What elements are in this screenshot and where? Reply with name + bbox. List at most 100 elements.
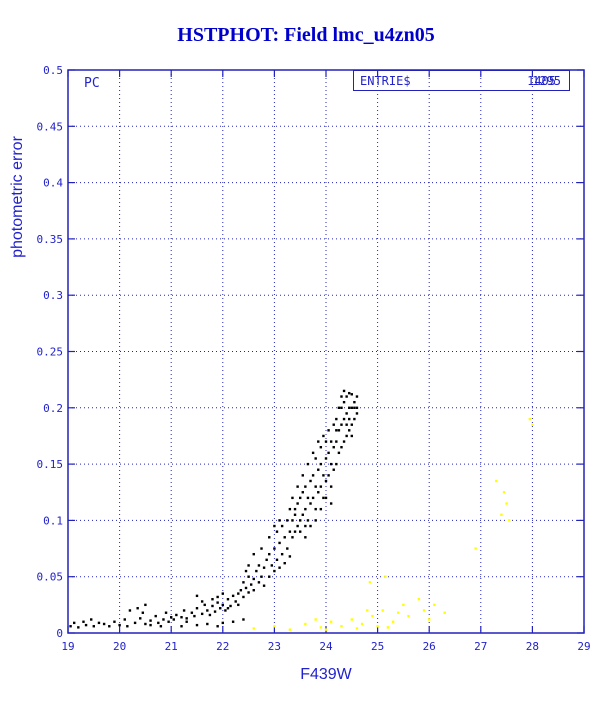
data-point <box>175 613 178 617</box>
data-point <box>211 598 214 601</box>
data-point <box>342 440 346 443</box>
data-point <box>102 622 106 626</box>
data-point <box>304 524 307 528</box>
data-point <box>428 618 431 621</box>
data-point <box>340 446 343 449</box>
data-point <box>293 507 297 511</box>
y-tick-label: 0.45 <box>37 120 64 133</box>
data-point <box>278 541 281 545</box>
data-point <box>278 566 281 569</box>
data-point <box>335 429 338 432</box>
data-point <box>332 423 335 426</box>
data-point <box>340 406 343 409</box>
data-point <box>182 609 186 612</box>
data-point <box>92 625 95 628</box>
data-point <box>345 434 348 438</box>
data-point <box>154 614 157 618</box>
data-point <box>286 519 289 522</box>
data-point <box>304 536 307 539</box>
data-point <box>505 502 508 505</box>
data-point <box>293 513 297 516</box>
data-point <box>90 618 93 621</box>
data-point <box>268 575 271 578</box>
data-point <box>291 536 294 539</box>
x-tick-label: 29 <box>577 640 590 653</box>
data-point <box>306 519 310 522</box>
data-point <box>252 577 255 581</box>
data-point <box>319 446 323 449</box>
detector-label: PC <box>84 76 100 91</box>
data-point <box>324 479 328 483</box>
data-point <box>306 462 310 466</box>
data-point <box>82 620 85 623</box>
data-point <box>433 603 436 607</box>
data-point <box>84 623 88 627</box>
data-point <box>265 558 268 562</box>
data-point <box>237 592 240 595</box>
data-point <box>309 524 312 528</box>
data-point <box>324 440 328 443</box>
data-point <box>329 462 333 466</box>
data-point <box>77 626 80 629</box>
data-point <box>195 594 199 598</box>
y-tick-label: 0.3 <box>43 289 63 302</box>
data-point <box>195 623 199 627</box>
data-point <box>348 391 351 395</box>
data-point <box>231 594 235 598</box>
data-point <box>355 395 359 398</box>
data-point <box>531 423 534 426</box>
data-point <box>118 623 121 627</box>
data-point <box>417 598 421 601</box>
data-point <box>314 507 317 511</box>
data-point <box>247 591 250 594</box>
data-point <box>340 625 343 628</box>
data-point <box>322 434 325 438</box>
data-point <box>335 417 338 421</box>
x-tick-label: 26 <box>423 640 436 653</box>
data-point <box>239 589 243 592</box>
x-tick-label: 23 <box>268 640 281 653</box>
data-point <box>296 485 299 488</box>
x-tick-label: 27 <box>474 640 487 653</box>
data-point <box>350 423 353 426</box>
data-point <box>329 620 333 623</box>
entries-count-primary: 1295 <box>532 74 561 88</box>
data-point <box>350 393 353 396</box>
data-point <box>291 496 294 500</box>
data-point <box>270 564 274 567</box>
data-point <box>345 395 348 398</box>
data-point <box>381 609 384 612</box>
data-point <box>304 622 307 626</box>
data-point <box>252 627 255 630</box>
data-point <box>348 406 351 409</box>
data-point <box>144 603 147 607</box>
data-point <box>314 485 317 488</box>
data-point <box>221 592 224 595</box>
data-point <box>384 575 387 578</box>
y-tick-label: 0.25 <box>37 346 64 359</box>
data-point <box>348 417 351 421</box>
data-point <box>97 621 101 625</box>
data-point <box>474 547 477 550</box>
data-point <box>350 406 353 409</box>
data-point <box>170 616 173 619</box>
entries-label: ENTRIE$ <box>360 74 411 88</box>
data-point <box>443 611 446 614</box>
data-point <box>317 440 320 443</box>
data-point <box>397 611 400 614</box>
data-point <box>136 607 139 610</box>
data-point <box>213 610 217 613</box>
x-tick-label: 19 <box>61 640 74 653</box>
data-point <box>123 618 126 621</box>
data-point <box>72 621 76 625</box>
data-point <box>185 617 188 620</box>
data-point <box>355 627 359 630</box>
data-point <box>296 524 299 528</box>
data-point <box>327 474 330 477</box>
data-point <box>495 479 498 483</box>
data-point <box>391 620 395 623</box>
series-pc-detections-points <box>69 389 359 629</box>
data-point <box>141 611 145 614</box>
data-point <box>317 491 320 494</box>
data-point <box>288 628 292 631</box>
